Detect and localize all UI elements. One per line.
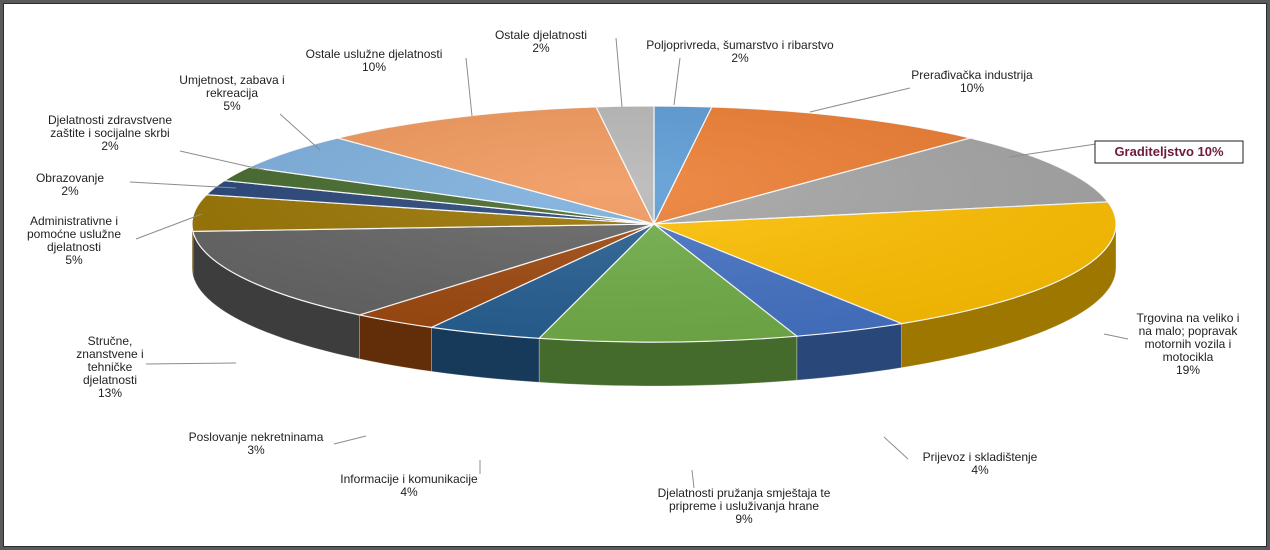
leader-line-2 [1008, 143, 1097, 158]
leader-line-4 [883, 436, 909, 460]
data-label-5: Djelatnosti pružanja smještaja te priprem… [658, 486, 831, 526]
pie-chart: Poljoprivreda, šumarstvo i ribarstvo 2% Pr… [27, 28, 1244, 526]
data-label-2: Graditeljstvo 10% [1114, 144, 1224, 159]
data-label-10: Obrazovanje 2% [36, 171, 104, 198]
data-label-11: Djelatnosti zdravstvene zaštite i socijal… [48, 113, 172, 153]
data-label-6: Informacije i komunikacije 4% [340, 472, 478, 499]
leader-line-0 [673, 57, 681, 106]
data-label-4: Prijevoz i skladištenje 4% [923, 450, 1038, 477]
leader-line-7 [333, 435, 367, 445]
leader-line-3 [1103, 333, 1129, 340]
leader-line-9 [135, 213, 203, 240]
data-label-8: Stručne, znanstvene i tehničke djelatnosti 1… [76, 334, 143, 400]
leader-line-14 [615, 37, 623, 108]
leader-line-10 [129, 181, 237, 189]
data-labels: Poljoprivreda, šumarstvo i ribarstvo 2% Pr… [27, 28, 1244, 526]
data-label-9: Administrativne i pomoćne uslužne djelatno… [27, 214, 121, 267]
leader-line-11 [179, 150, 265, 171]
side-wall-5 [538, 335, 798, 387]
data-label-14: Ostale djelatnosti 2% [495, 28, 587, 55]
leader-line-12 [279, 113, 321, 151]
data-label-1: Prerađivačka industrija 10% [911, 68, 1033, 95]
data-label-3: Trgovina na veliko i na malo; popravak mot… [1137, 311, 1240, 377]
chart-frame: Poljoprivreda, šumarstvo i ribarstvo 2% Pr… [3, 3, 1267, 547]
callout-box [1094, 140, 1244, 164]
data-label-12: Umjetnost, zabava i rekreacija 5% [179, 73, 284, 113]
data-label-13: Ostale uslužne djelatnosti 10% [306, 47, 443, 74]
leader-line-5 [691, 469, 695, 489]
leader-line-1 [809, 87, 911, 113]
leader-lines [129, 37, 1129, 489]
leader-line-8 [145, 362, 237, 365]
leader-line-13 [465, 57, 473, 117]
pie-top-faces [191, 105, 1117, 343]
data-label-0: Poljoprivreda, šumarstvo i ribarstvo 2% [646, 38, 834, 65]
data-label-7: Poslovanje nekretninama 3% [189, 430, 324, 457]
